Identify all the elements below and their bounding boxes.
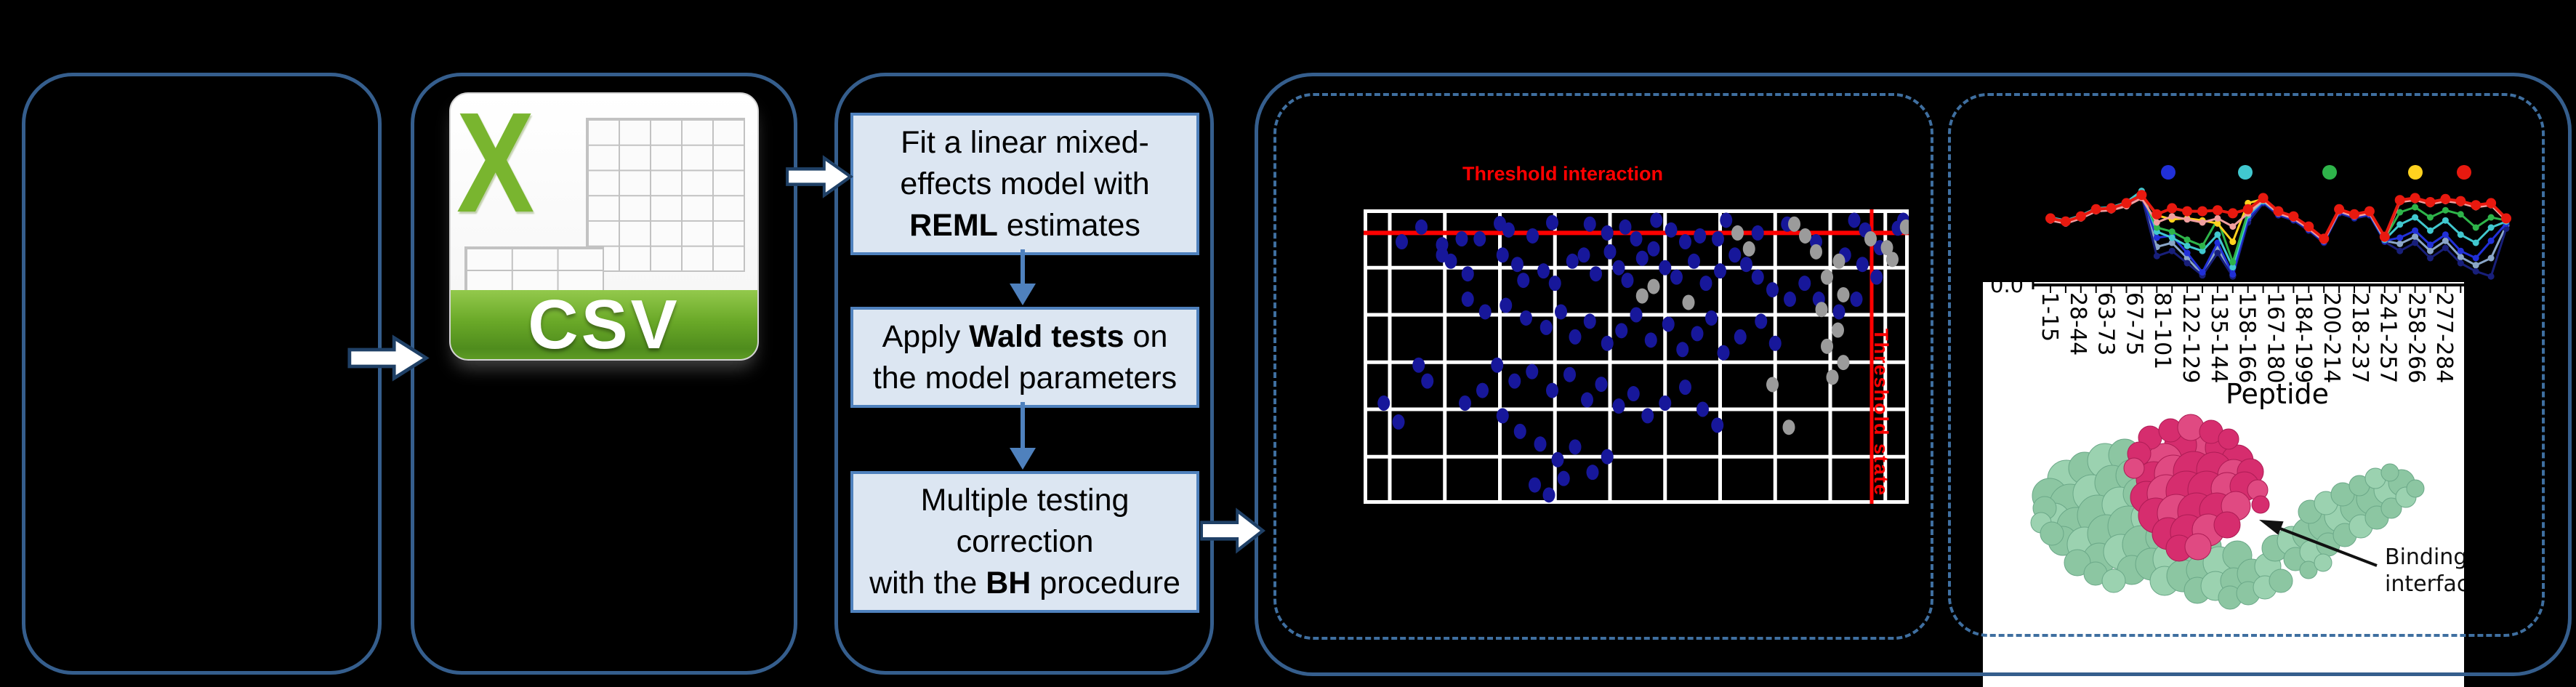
legend-dot-4 bbox=[2457, 165, 2471, 180]
protein-structure-image bbox=[2030, 414, 2425, 610]
x-tick-28-44: 28-44 bbox=[2064, 292, 2090, 356]
excel-x-glyph: X bbox=[456, 83, 535, 242]
connector-arrowhead-2-icon bbox=[1010, 448, 1036, 470]
x-tick-277-284: 277-284 bbox=[2431, 292, 2458, 384]
csv-file-icon: X CSV bbox=[449, 83, 759, 363]
panel-statistics bbox=[834, 73, 1214, 675]
flow-arrow-1-icon bbox=[347, 334, 430, 382]
subpanel-peptide-plot bbox=[1948, 93, 2545, 637]
legend-dot-2 bbox=[2322, 165, 2337, 180]
x-axis bbox=[2032, 282, 2464, 293]
csv-banner: CSV bbox=[451, 286, 757, 363]
spreadsheet-grid-large bbox=[585, 117, 746, 272]
panel-input bbox=[22, 73, 382, 675]
x-tick-184-199: 184-199 bbox=[2290, 292, 2317, 384]
scatter-side-label: Threshold state bbox=[1870, 329, 1892, 497]
flow-arrow-3-icon bbox=[1200, 507, 1265, 554]
x-tick-258-266: 258-266 bbox=[2403, 292, 2429, 384]
x-tick-218-237: 218-237 bbox=[2346, 292, 2372, 384]
legend-dot-1 bbox=[2238, 165, 2253, 180]
x-tick-135-144: 135-144 bbox=[2205, 292, 2231, 384]
connector-line-2 bbox=[1021, 402, 1025, 448]
y-axis-tick-label: 0.0 bbox=[1990, 282, 2024, 297]
x-tick-200-214: 200-214 bbox=[2319, 292, 2344, 384]
peptide-axis-and-structure: 0.0 1-15 28-44 63-73 67-75 81-101 122-129 135-… bbox=[1983, 282, 2464, 687]
x-tick-1-15: 1-15 bbox=[2037, 292, 2062, 342]
legend-dot-3 bbox=[2408, 165, 2423, 180]
scatter-title: Threshold interaction bbox=[1462, 163, 1664, 185]
x-tick-122-129: 122-129 bbox=[2178, 292, 2203, 384]
flow-step-wald-tests: Apply Wald tests on the model parameters bbox=[850, 307, 1199, 408]
panel-results bbox=[1255, 73, 2572, 676]
spreadsheet-grid-small bbox=[464, 246, 604, 294]
panel-csv-export bbox=[411, 73, 797, 675]
connector-line-1 bbox=[1021, 249, 1025, 284]
subpanel-threshold-plot bbox=[1273, 93, 1933, 640]
connector-arrowhead-1-icon bbox=[1010, 284, 1036, 305]
flow-arrow-2-icon bbox=[786, 155, 853, 198]
legend-dot-0 bbox=[2161, 165, 2175, 180]
binding-interface-line1: Binding bbox=[2385, 545, 2464, 570]
flow-step-fit-model: Fit a linear mixed-effects model with REM… bbox=[850, 113, 1199, 255]
x-tick-241-257: 241-257 bbox=[2375, 292, 2401, 384]
threshold-scatter-plot bbox=[1364, 209, 1909, 504]
binding-interface-annotation: Binding interface bbox=[2385, 544, 2464, 598]
x-tick-158-166: 158-166 bbox=[2234, 292, 2260, 384]
x-tick-81-101: 81-101 bbox=[2149, 292, 2175, 370]
csv-banner-label: CSV bbox=[528, 285, 680, 363]
binding-interface-line2: interface bbox=[2385, 571, 2464, 597]
x-tick-63-73: 63-73 bbox=[2093, 292, 2119, 356]
flow-step-bh-correction: Multiple testing correction with the BH pr… bbox=[850, 471, 1199, 613]
x-tick-167-180: 167-180 bbox=[2262, 292, 2288, 384]
x-axis-title: Peptide bbox=[2225, 378, 2330, 410]
uptake-line-chart bbox=[2045, 165, 2511, 280]
x-tick-67-75: 67-75 bbox=[2121, 292, 2147, 356]
